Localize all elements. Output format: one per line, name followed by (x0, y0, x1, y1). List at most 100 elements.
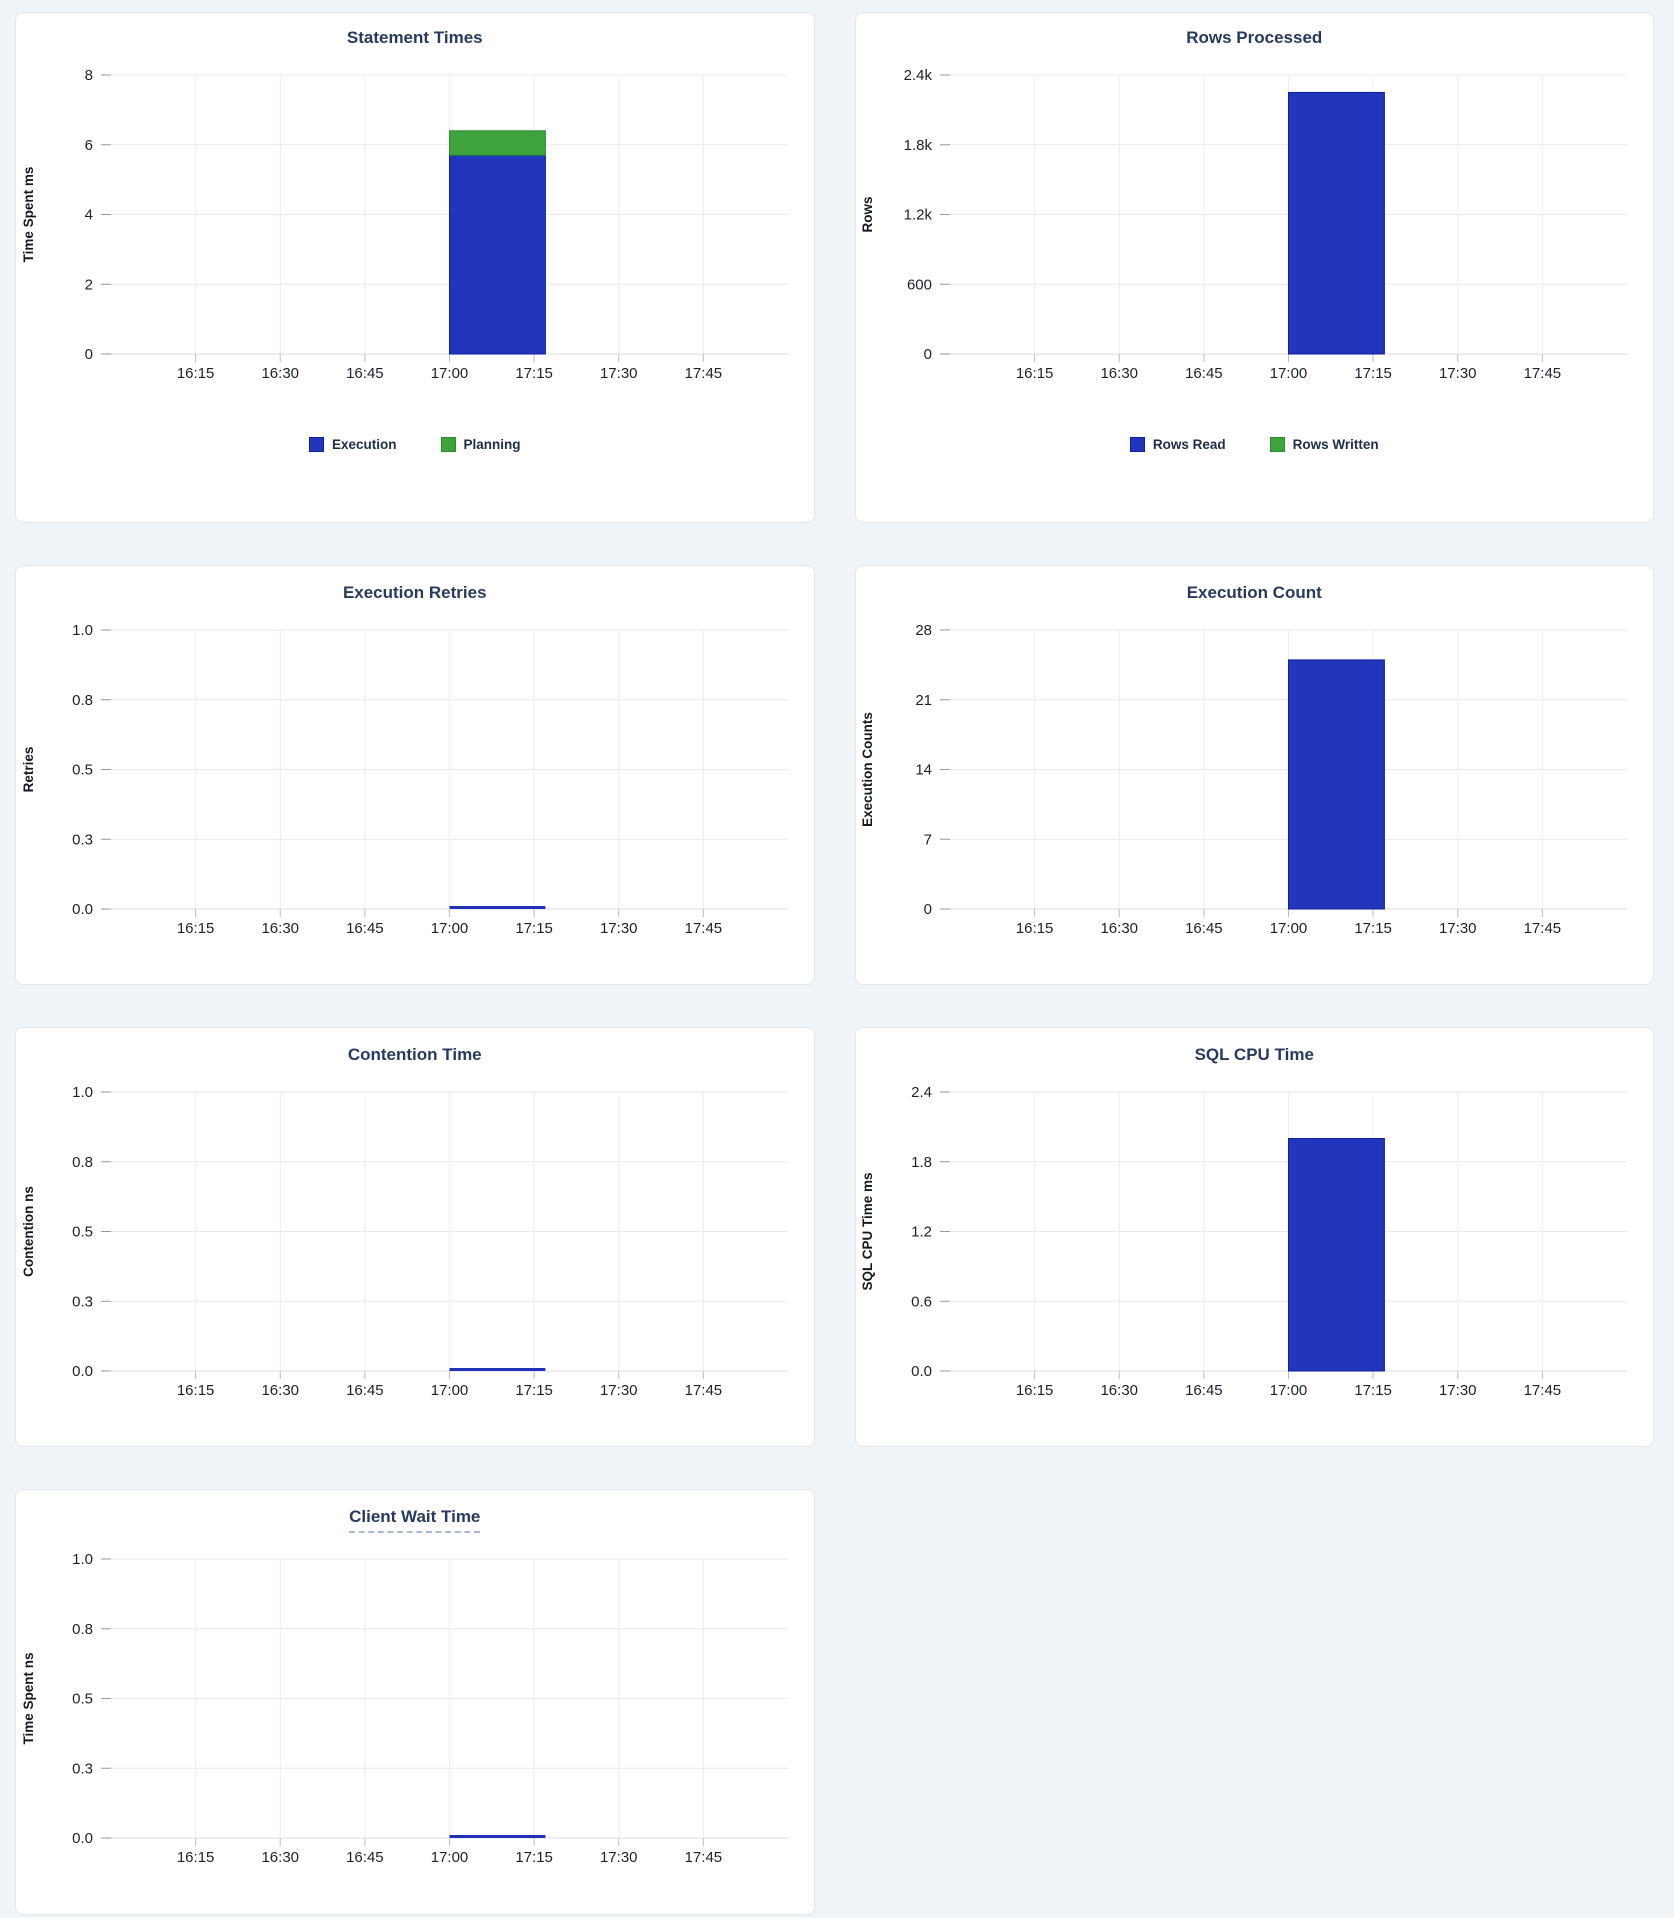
svg-text:1.8: 1.8 (911, 1154, 932, 1171)
svg-text:0: 0 (84, 346, 92, 363)
svg-text:17:15: 17:15 (515, 365, 553, 382)
svg-text:0.5: 0.5 (72, 1691, 93, 1708)
svg-text:0.0: 0.0 (72, 1830, 93, 1847)
svg-text:17:45: 17:45 (1524, 365, 1562, 382)
svg-text:16:15: 16:15 (177, 1382, 215, 1399)
chart-title-tooltip-trigger[interactable]: Client Wait Time (349, 1506, 481, 1533)
chart-legend: Execution Planning (16, 437, 814, 452)
svg-text:14: 14 (916, 762, 933, 779)
chart-panel-execution-retries: Execution Retries 16:15 16:30 16:45 17:00 17… (15, 565, 815, 985)
svg-text:16:15: 16:15 (1016, 920, 1054, 937)
svg-text:17:30: 17:30 (1439, 365, 1477, 382)
svg-text:2.4k: 2.4k (904, 67, 933, 84)
svg-text:21: 21 (916, 692, 933, 709)
svg-text:17:30: 17:30 (1439, 920, 1477, 937)
svg-text:16:15: 16:15 (177, 365, 215, 382)
svg-text:0.0: 0.0 (911, 1363, 932, 1380)
svg-text:17:30: 17:30 (600, 920, 638, 937)
svg-text:16:15: 16:15 (1016, 1382, 1054, 1399)
svg-text:0.8: 0.8 (72, 1621, 93, 1638)
svg-text:1.2: 1.2 (911, 1224, 932, 1241)
svg-text:17:00: 17:00 (1270, 365, 1308, 382)
svg-text:SQL CPU Time ms: SQL CPU Time ms (860, 1172, 875, 1290)
legend-label: Rows Read (1152, 437, 1226, 452)
legend-item: Rows Written (1269, 437, 1379, 452)
rows-processed-plot: 16:15 16:30 16:45 17:00 17:15 17:30 17:45 0 600 1… (860, 67, 1628, 382)
chart-panel-contention-time: Contention Time 16:15 16:30 16:45 17:00 17:1… (15, 1027, 815, 1447)
svg-text:17:30: 17:30 (600, 1382, 638, 1399)
svg-text:Execution Counts: Execution Counts (860, 712, 875, 827)
chart-title-text: Execution Retries (342, 583, 487, 602)
svg-text:17:15: 17:15 (1355, 1382, 1393, 1399)
contention-time-plot: 16:15 16:30 16:45 17:00 17:15 17:30 17:45 0.0 0.… (21, 1084, 788, 1399)
svg-text:0.5: 0.5 (72, 762, 93, 779)
svg-text:16:15: 16:15 (1016, 365, 1054, 382)
svg-text:Time Spent ms: Time Spent ms (21, 167, 36, 263)
svg-text:0.3: 0.3 (72, 1293, 93, 1310)
svg-text:16:30: 16:30 (1101, 365, 1139, 382)
svg-text:17:30: 17:30 (600, 365, 638, 382)
legend-label: Planning (463, 437, 521, 452)
svg-text:4: 4 (84, 207, 92, 224)
chart-panel-client-wait-time: Client Wait Time 16:15 16:30 16:45 17:00 17:… (15, 1489, 815, 1915)
svg-text:Retries: Retries (21, 747, 36, 793)
execution-retries-plot: 16:15 16:30 16:45 17:00 17:15 17:30 17:45 0.0 0.… (21, 622, 788, 937)
svg-text:1.0: 1.0 (72, 622, 93, 639)
chart-title-text: Contention Time (347, 1045, 482, 1064)
svg-text:7: 7 (924, 831, 932, 848)
svg-text:1.0: 1.0 (72, 1084, 93, 1101)
svg-text:17:45: 17:45 (684, 1849, 722, 1866)
svg-text:0.3: 0.3 (72, 831, 93, 848)
svg-text:0.8: 0.8 (72, 1154, 93, 1171)
chart-title-text: SQL CPU Time (1194, 1045, 1314, 1064)
svg-text:17:15: 17:15 (1355, 365, 1393, 382)
svg-text:16:30: 16:30 (261, 365, 299, 382)
svg-text:16:45: 16:45 (1185, 1382, 1223, 1399)
svg-text:0.0: 0.0 (72, 901, 93, 918)
svg-text:17:00: 17:00 (430, 1382, 468, 1399)
chart-title-text: Rows Processed (1186, 28, 1323, 47)
svg-text:0: 0 (924, 346, 932, 363)
svg-text:17:15: 17:15 (515, 920, 553, 937)
legend-item: Rows Read (1129, 437, 1226, 452)
svg-text:17:45: 17:45 (1524, 1382, 1562, 1399)
legend-swatch-rows-read (1129, 437, 1145, 452)
chart-title: Execution Count (856, 566, 1654, 608)
svg-text:2: 2 (84, 276, 92, 293)
svg-text:17:45: 17:45 (684, 365, 722, 382)
chart-panel-statement-times: Statement Times 16:15 16:30 16:45 17:00 17:1… (15, 12, 815, 523)
chart-title: SQL CPU Time (856, 1028, 1654, 1070)
svg-text:16:30: 16:30 (1101, 1382, 1139, 1399)
svg-text:17:15: 17:15 (515, 1849, 553, 1866)
svg-text:16:30: 16:30 (261, 1849, 299, 1866)
svg-text:28: 28 (916, 622, 933, 639)
svg-text:Contention ns: Contention ns (21, 1186, 36, 1277)
svg-text:1.0: 1.0 (72, 1551, 93, 1568)
execution-count-plot: 16:15 16:30 16:45 17:00 17:15 17:30 17:45 0 7 14 2… (860, 622, 1628, 937)
svg-text:17:15: 17:15 (1355, 920, 1393, 937)
svg-text:17:00: 17:00 (1270, 920, 1308, 937)
chart-title: Client Wait Time (16, 1490, 814, 1537)
svg-text:Rows: Rows (860, 196, 875, 232)
svg-text:16:15: 16:15 (177, 920, 215, 937)
svg-text:17:15: 17:15 (515, 1382, 553, 1399)
svg-text:0.5: 0.5 (72, 1224, 93, 1241)
svg-text:0.3: 0.3 (72, 1760, 93, 1777)
svg-text:17:45: 17:45 (684, 1382, 722, 1399)
chart-title: Rows Processed (856, 13, 1654, 53)
svg-text:16:45: 16:45 (1185, 365, 1223, 382)
chart-panel-execution-count: Execution Count 16:15 16:30 16:45 17:00 17:1… (854, 565, 1654, 985)
svg-text:16:45: 16:45 (346, 920, 384, 937)
chart-legend: Rows Read Rows Written (856, 437, 1654, 452)
legend-label: Execution (331, 437, 397, 452)
chart-panel-sql-cpu-time: SQL CPU Time 16:15 16:30 16:45 17:00 17:15 17… (854, 1027, 1654, 1447)
svg-text:17:00: 17:00 (430, 365, 468, 382)
svg-text:0: 0 (924, 901, 932, 918)
chart-title-text: Statement Times (346, 28, 483, 47)
svg-text:0.0: 0.0 (72, 1363, 93, 1380)
legend-swatch-execution (308, 437, 324, 452)
legend-swatch-rows-written (1269, 437, 1285, 452)
svg-text:8: 8 (84, 67, 92, 84)
svg-text:16:30: 16:30 (261, 920, 299, 937)
